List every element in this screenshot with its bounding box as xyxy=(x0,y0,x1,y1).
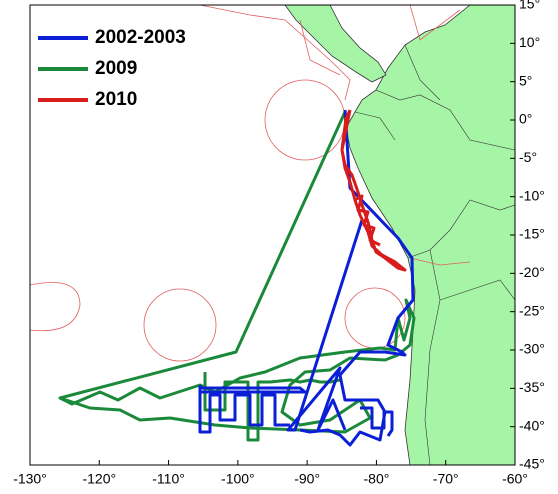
x-tick-label: -120° xyxy=(82,471,116,487)
y-tick-label: -15° xyxy=(519,226,545,242)
survey-track xyxy=(203,372,341,442)
y-tick-label: 10° xyxy=(519,34,540,50)
tracks xyxy=(58,109,416,447)
x-tick-label: -110° xyxy=(152,471,185,487)
survey-track xyxy=(360,406,394,437)
border xyxy=(404,44,441,101)
y-tick-label: 15° xyxy=(519,0,540,12)
eez xyxy=(299,19,341,76)
border xyxy=(424,249,441,465)
y-tick-label: -30° xyxy=(519,341,545,357)
eez xyxy=(30,282,81,332)
border xyxy=(439,279,515,301)
eez xyxy=(143,288,217,362)
legend: 2002-2003 2009 2010 xyxy=(38,27,186,110)
eez xyxy=(409,257,471,266)
legend-label: 2002-2003 xyxy=(95,27,186,48)
x-tick-label: -100° xyxy=(221,471,255,487)
y-tick-label: -40° xyxy=(519,417,545,433)
x-tick-label: -130° xyxy=(13,471,47,487)
x-tick-label: -80° xyxy=(364,471,390,487)
legend-label: 2010 xyxy=(95,89,137,110)
borders xyxy=(354,44,515,465)
y-tick-label: 5° xyxy=(519,72,532,88)
border xyxy=(407,199,515,259)
y-tick-label: -25° xyxy=(519,302,545,318)
survey-track xyxy=(198,385,290,434)
y-tick-label: -35° xyxy=(519,379,545,395)
x-tick-label: -70° xyxy=(433,471,459,487)
survey-track xyxy=(200,386,307,394)
land xyxy=(284,5,387,83)
legend-label: 2009 xyxy=(95,58,137,79)
survey-track xyxy=(340,109,407,272)
x-tick-label: -60° xyxy=(502,471,528,487)
border xyxy=(375,89,515,151)
survey-track xyxy=(286,219,364,432)
eez xyxy=(199,5,351,101)
land xyxy=(345,5,515,465)
border xyxy=(354,111,396,141)
survey-track xyxy=(354,194,381,247)
survey-track xyxy=(299,109,415,447)
map-area xyxy=(30,5,515,465)
y-tick-label: -10° xyxy=(519,187,545,203)
eez xyxy=(409,5,461,41)
y-tick-label: -5° xyxy=(519,149,537,165)
y-tick-label: -20° xyxy=(519,264,545,280)
y-tick-label: 0° xyxy=(519,111,532,127)
y-tick-label: -45° xyxy=(519,456,545,472)
x-tick-label: -90° xyxy=(294,471,320,487)
